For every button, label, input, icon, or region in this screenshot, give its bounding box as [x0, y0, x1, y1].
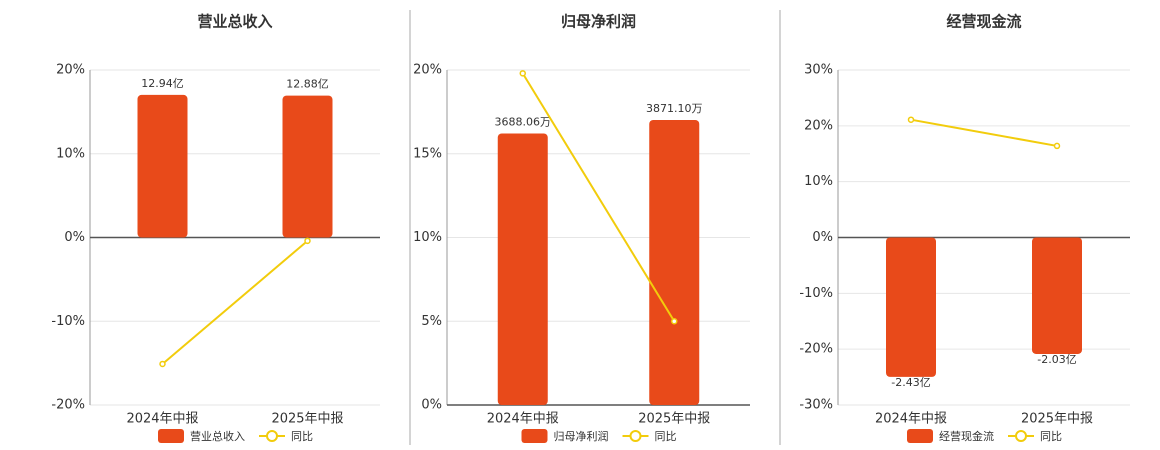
legend-swatch [158, 429, 184, 443]
legend-swatch [1015, 430, 1027, 442]
bar [1032, 237, 1082, 354]
bar [497, 133, 548, 405]
bar [282, 95, 333, 238]
x-tick-label: 2025年中报 [1021, 412, 1093, 427]
legend-label: 同比 [291, 430, 313, 443]
y-tick-label: 20% [56, 63, 85, 78]
y-tick-label: -10% [799, 286, 833, 301]
x-tick-label: 2024年中报 [126, 412, 198, 427]
y-tick-label: 10% [56, 146, 85, 161]
chart-title: 营业总收入 [197, 13, 272, 31]
data-label: 12.88亿 [286, 78, 329, 91]
y-tick-label: 10% [804, 174, 833, 189]
legend-label: 经营现金流 [939, 429, 994, 443]
y-tick-label: 0% [421, 398, 442, 413]
y-tick-label: -20% [799, 342, 833, 357]
yoy-point [671, 318, 678, 325]
x-tick-label: 2025年中报 [638, 412, 710, 427]
yoy-point [159, 360, 166, 368]
bar [886, 237, 936, 377]
y-tick-label: 5% [421, 314, 442, 329]
legend-label: 同比 [655, 430, 677, 443]
y-tick-label: 20% [804, 118, 833, 133]
data-label: -2.43亿 [891, 376, 930, 389]
x-tick-label: 2024年中报 [487, 412, 559, 427]
bar [137, 94, 188, 238]
chart-title: 归母净利润 [561, 13, 636, 31]
legend-swatch [907, 429, 933, 443]
data-label: 3688.06万 [495, 115, 552, 128]
x-tick-label: 2025年中报 [271, 412, 343, 427]
y-tick-label: 10% [413, 230, 442, 245]
legend-swatch [521, 429, 548, 443]
yoy-point [1053, 142, 1061, 150]
yoy-point [519, 70, 526, 77]
legend-label: 营业总收入 [190, 429, 245, 443]
y-tick-label: 15% [413, 146, 442, 161]
chart-title: 经营现金流 [946, 13, 1021, 31]
yoy-line [910, 118, 1058, 147]
y-tick-label: -20% [51, 398, 85, 413]
y-tick-label: -10% [51, 314, 85, 329]
y-tick-label: -30% [799, 398, 833, 413]
yoy-line [161, 240, 309, 365]
data-label: -2.03亿 [1037, 353, 1076, 366]
y-tick-label: 0% [64, 230, 85, 245]
legend-label: 归母净利润 [554, 429, 609, 443]
yoy-point [304, 237, 311, 245]
yoy-line [521, 72, 676, 322]
y-tick-label: 20% [413, 63, 442, 78]
legend-label: 同比 [1040, 430, 1062, 443]
data-label: 3871.10万 [646, 102, 703, 115]
legend-swatch [629, 430, 642, 442]
x-tick-label: 2024年中报 [875, 412, 947, 427]
y-tick-label: 0% [812, 230, 833, 245]
legend-swatch [266, 430, 278, 442]
data-label: 12.94亿 [141, 77, 184, 90]
y-tick-label: 30% [804, 63, 833, 78]
bar [649, 119, 700, 405]
yoy-point [907, 116, 915, 123]
